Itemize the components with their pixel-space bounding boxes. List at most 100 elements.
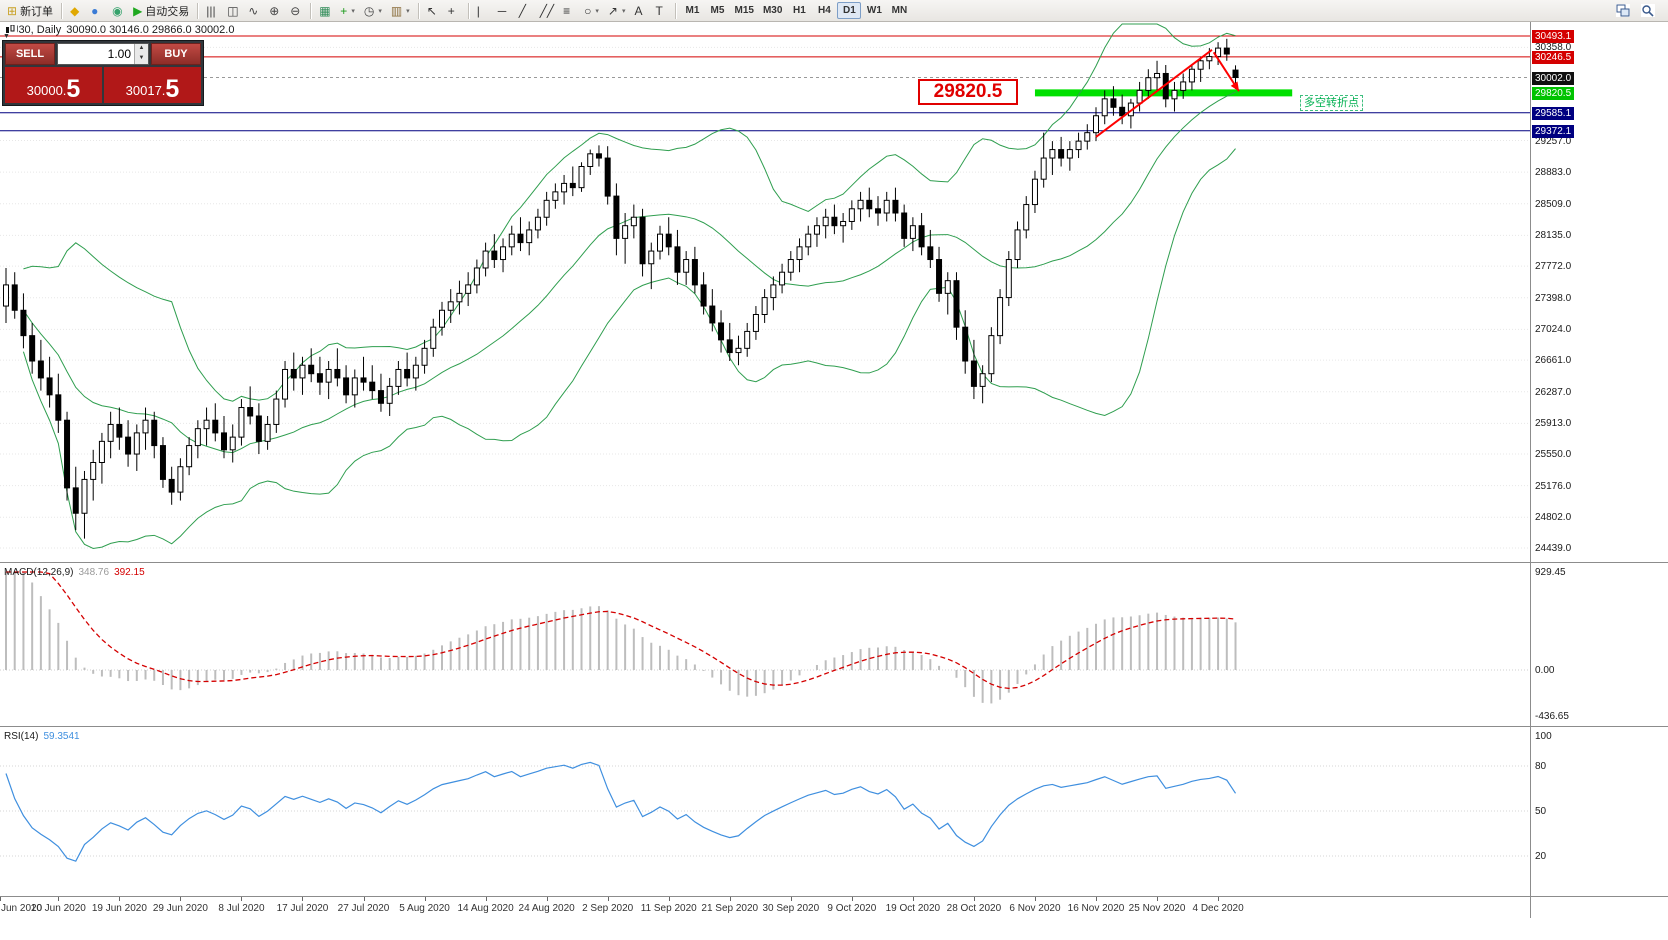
time-tick xyxy=(363,897,365,901)
time-axis-label: 21 Sep 2020 xyxy=(701,903,759,914)
panel-separator[interactable] xyxy=(0,896,1668,897)
arrows-button[interactable]: ↗ ▾ xyxy=(604,1,630,20)
periods-button[interactable]: ◷ ▾ xyxy=(360,1,386,20)
time-axis-label: 9 Oct 2020 xyxy=(827,903,877,914)
zoom-in-button[interactable]: ⊕ xyxy=(265,1,285,20)
time-axis-label: 8 Jul 2020 xyxy=(218,903,265,914)
time-tick xyxy=(485,897,487,901)
vertical-line-icon: | xyxy=(476,3,480,18)
price-tick-label: 29257.0 xyxy=(1535,135,1572,147)
time-axis[interactable]: Jun 2020 10 Jun 2020 19 Jun 2020 29 Jun 202… xyxy=(0,896,1530,918)
candlestick-chart-button[interactable]: ◫ xyxy=(223,1,243,20)
toolbar-separator xyxy=(197,2,199,19)
pivot-note-label[interactable]: 多空转折点 xyxy=(1300,95,1363,111)
new-window-button[interactable] xyxy=(1612,1,1634,20)
volume-up-icon[interactable]: ▲ xyxy=(135,44,148,54)
panel-separator[interactable] xyxy=(0,562,1668,563)
timeframe-h4-button[interactable]: H4 xyxy=(812,2,836,19)
timeframe-h1-button[interactable]: H1 xyxy=(787,2,811,19)
line-chart-button[interactable]: ∿ xyxy=(244,1,264,20)
chart-ohlc: 30090.0 30146.0 29866.0 30002.0 xyxy=(66,24,235,36)
time-tick xyxy=(1157,897,1159,901)
text-label-icon: T xyxy=(655,3,663,18)
macd-signal-value: 392.15 xyxy=(114,567,145,578)
price-tick-label: 25913.0 xyxy=(1535,418,1572,430)
horizontal-line-button[interactable]: ─ xyxy=(494,1,514,20)
timeframe-d1-button[interactable]: D1 xyxy=(837,2,862,19)
up-trendline[interactable] xyxy=(1095,48,1213,138)
time-axis-label: 4 Dec 2020 xyxy=(1192,903,1244,914)
fibonacci-button[interactable]: ≡ xyxy=(559,1,579,20)
channel-button[interactable]: ╱╱ xyxy=(536,1,558,20)
tile-windows-button[interactable]: ▦ xyxy=(315,1,335,20)
time-axis-label: 19 Oct 2020 xyxy=(885,903,941,914)
metaeditor-icon: ◆ xyxy=(70,3,80,18)
time-tick xyxy=(1034,897,1036,901)
auto-trading-button[interactable]: ▶ 自动交易 xyxy=(129,1,193,20)
panel-separator[interactable] xyxy=(0,726,1668,727)
bar-chart-icon: ||| xyxy=(206,3,216,18)
sell-button[interactable]: SELL xyxy=(5,43,55,65)
indicators-icon: + xyxy=(340,3,348,18)
time-tick xyxy=(607,897,609,901)
zoom-out-button[interactable]: ⊖ xyxy=(286,1,306,20)
time-tick xyxy=(790,897,792,901)
search-button[interactable] xyxy=(1637,1,1659,20)
one-click-trading-panel: SELL 1.00 ▲ ▼ BUY 30000. 5 30017. 5 xyxy=(2,40,204,106)
metaeditor-button[interactable]: ◆ xyxy=(66,1,86,20)
rsi-panel[interactable] xyxy=(0,728,1530,896)
zoom-out-icon: ⊖ xyxy=(290,3,301,18)
price-scale[interactable]: 30358.0 29257.0 28883.0 28509.0 28135.0 27772… xyxy=(1530,22,1668,918)
shapes-button[interactable]: ○ ▾ xyxy=(580,1,603,20)
sell-price[interactable]: 30000. 5 xyxy=(5,67,102,103)
horizontal-line-icon: ─ xyxy=(497,3,507,18)
timeframe-mn-button[interactable]: MN xyxy=(887,2,911,19)
bar-chart-button[interactable]: ||| xyxy=(202,1,222,20)
toolbar-right-group xyxy=(1612,1,1665,20)
time-axis-label: 27 Jul 2020 xyxy=(337,903,390,914)
chevron-down-icon: ▾ xyxy=(351,7,355,15)
crosshair-button[interactable]: + xyxy=(444,1,464,20)
timeframe-m5-button[interactable]: M5 xyxy=(705,2,729,19)
signals-button[interactable]: ◉ xyxy=(108,1,128,20)
toolbar-separator xyxy=(61,2,63,19)
sell-price-big: 5 xyxy=(66,75,81,103)
market-button[interactable]: ● xyxy=(87,1,107,20)
zoom-in-icon: ⊕ xyxy=(269,3,280,18)
indicators-button[interactable]: + ▾ xyxy=(336,1,359,20)
macd-panel[interactable] xyxy=(0,564,1530,726)
volume-input[interactable]: 1.00 ▲ ▼ xyxy=(57,43,149,65)
vertical-line-button[interactable]: | xyxy=(473,1,493,20)
timeframe-w1-button[interactable]: W1 xyxy=(862,2,886,19)
volume-down-icon[interactable]: ▼ xyxy=(135,54,148,64)
pivot-price-label[interactable]: 29820.5 xyxy=(918,79,1018,105)
time-tick xyxy=(119,897,121,901)
timeframe-m15-button[interactable]: M15 xyxy=(730,2,757,19)
search-icon xyxy=(1641,4,1655,17)
time-axis-label: 5 Aug 2020 xyxy=(399,903,450,914)
cursor-button[interactable]: ↖ xyxy=(423,1,443,20)
trendline-button[interactable]: ╱ xyxy=(515,1,535,20)
text-button[interactable]: A xyxy=(630,1,650,20)
templates-button[interactable]: ▥ ▾ xyxy=(387,1,414,20)
timeframe-m30-button[interactable]: M30 xyxy=(759,2,786,19)
fibonacci-icon: ≡ xyxy=(563,3,571,18)
tile-windows-icon: ▦ xyxy=(319,3,331,18)
price-tick-label: 26287.0 xyxy=(1535,386,1572,398)
price-badge: 30002.0 xyxy=(1532,71,1575,85)
signals-icon: ◉ xyxy=(112,3,123,18)
chart-symbol-icon xyxy=(5,25,17,35)
price-chart[interactable] xyxy=(0,22,1530,562)
one-click-collapse-icon[interactable]: ▼ xyxy=(3,33,10,40)
bollinger-upper-band xyxy=(23,23,1236,402)
buy-button[interactable]: BUY xyxy=(151,43,201,65)
price-tick-label: 28509.0 xyxy=(1535,198,1572,210)
price-tick-label: 28135.0 xyxy=(1535,230,1572,242)
buy-price[interactable]: 30017. 5 xyxy=(104,67,201,103)
text-label-button[interactable]: T xyxy=(651,1,671,20)
volume-value[interactable]: 1.00 xyxy=(107,47,131,61)
new-order-button[interactable]: ⊞ 新订单 xyxy=(3,1,57,20)
timeframe-m1-button[interactable]: M1 xyxy=(680,2,704,19)
price-badge: 29585.1 xyxy=(1532,106,1575,120)
price-tick-label: 26661.0 xyxy=(1535,355,1572,367)
